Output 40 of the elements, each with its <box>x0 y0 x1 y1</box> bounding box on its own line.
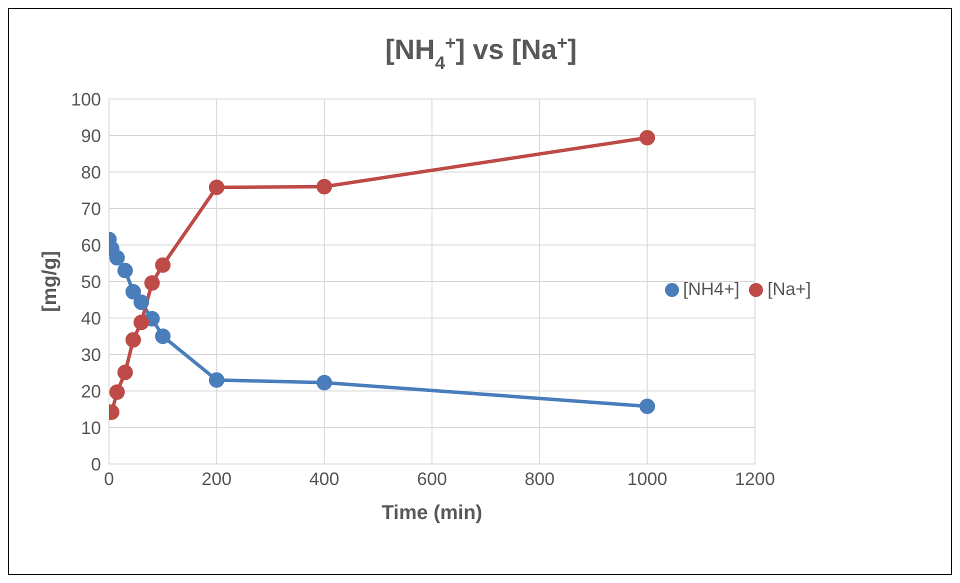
point <box>316 374 332 390</box>
x-tick-label: 400 <box>309 468 340 489</box>
y-tick-label: 30 <box>80 344 101 365</box>
y-tick-label: 50 <box>80 272 101 292</box>
y-tick-label: 40 <box>80 308 101 328</box>
y-axis-title: [mg/g] <box>39 250 62 312</box>
y-tick-label: 100 <box>70 89 101 110</box>
point <box>155 328 171 344</box>
point <box>117 364 133 380</box>
point <box>640 130 656 146</box>
x-tick-label: 600 <box>416 468 447 489</box>
x-tick-label: 1000 <box>627 468 668 489</box>
y-tick-label: 80 <box>80 162 101 182</box>
x-tick-label: 0 <box>104 468 114 489</box>
point <box>155 257 171 273</box>
x-tick-label: 800 <box>524 468 555 489</box>
point <box>109 384 125 400</box>
point <box>125 284 141 300</box>
x-axis-title: Time (min) <box>382 502 482 524</box>
point <box>208 372 224 388</box>
x-tick-label: 1200 <box>734 468 775 489</box>
point <box>117 262 133 278</box>
point <box>125 332 141 348</box>
point <box>134 294 150 310</box>
point <box>640 398 656 414</box>
legend-label: [NH4+] <box>682 279 740 299</box>
x-tick-label: 200 <box>202 468 232 489</box>
point <box>144 275 160 291</box>
y-tick-label: 90 <box>80 126 101 146</box>
y-tick-label: 70 <box>80 198 101 219</box>
y-tick-label: 20 <box>80 381 101 402</box>
legend-label: [Na+] <box>767 279 811 299</box>
point <box>134 314 150 330</box>
y-tick-label: 60 <box>80 235 101 256</box>
point <box>316 178 332 194</box>
chart-title: [NH$_{4}$$^{+}$] vs [Na$^{+}$] <box>385 33 577 73</box>
point <box>208 180 224 196</box>
point <box>109 250 125 266</box>
y-tick-label: 10 <box>80 418 101 438</box>
y-tick-label: 0 <box>90 454 101 474</box>
